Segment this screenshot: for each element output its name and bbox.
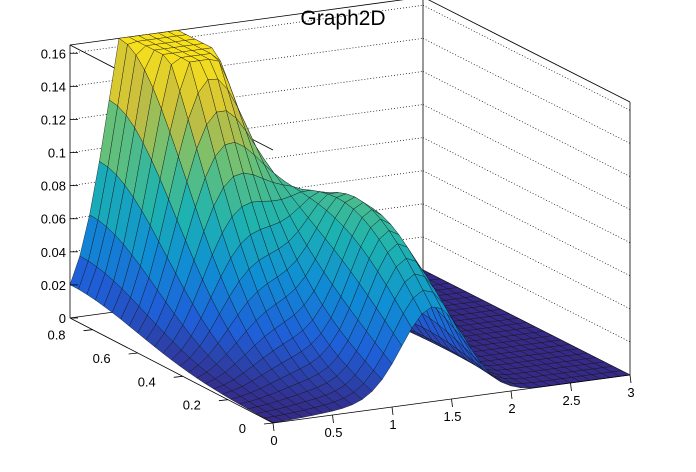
y-tick-label: 0.6 bbox=[93, 351, 111, 366]
z-tick-label: 0.02 bbox=[41, 278, 66, 293]
y-tick-label: 0.8 bbox=[47, 328, 65, 343]
y-tick-label: 0 bbox=[239, 421, 246, 436]
tick-mark bbox=[391, 406, 394, 416]
grid-line-right bbox=[422, 170, 631, 277]
tick-mark bbox=[128, 352, 138, 355]
tick-mark bbox=[173, 375, 183, 378]
y-tick-label: 0.2 bbox=[183, 398, 201, 413]
grid-line-right bbox=[422, 38, 631, 144]
x-tick-label: 0 bbox=[270, 433, 277, 448]
z-tick-label: 0 bbox=[59, 311, 66, 326]
y-axis-line bbox=[69, 317, 274, 424]
x-tick-label: 2.5 bbox=[562, 393, 580, 408]
grid-line-right bbox=[422, 4, 631, 111]
z-tick-label: 0.06 bbox=[41, 212, 66, 227]
surface-mesh bbox=[69, 30, 631, 423]
tick-mark bbox=[629, 374, 632, 384]
x-tick-label: 1.5 bbox=[443, 409, 461, 424]
z-tick-label: 0.16 bbox=[41, 46, 66, 61]
tick-mark bbox=[272, 422, 275, 432]
grid-line-right bbox=[422, 104, 631, 210]
z-tick-label: 0.08 bbox=[41, 179, 66, 194]
grid-line-right bbox=[422, 71, 631, 177]
tick-mark bbox=[83, 329, 93, 332]
z-tick-label: 0.1 bbox=[48, 146, 66, 161]
tick-mark bbox=[510, 390, 513, 400]
chart-title: Graph2D bbox=[300, 7, 385, 30]
tick-mark bbox=[570, 382, 572, 392]
tick-mark bbox=[332, 414, 334, 424]
z-tick-label: 0.12 bbox=[41, 112, 66, 127]
z-tick-label: 0.04 bbox=[41, 245, 66, 260]
x-tick-label: 0.5 bbox=[324, 425, 342, 440]
y-tick-label: 0.4 bbox=[138, 374, 156, 389]
x-tick-label: 3 bbox=[627, 385, 634, 400]
axes: 0 0.5 1 1.5 2 2.5 3 0 0.2 0.4 0.6 0.8 0 0.02 0.04 0.06 0… bbox=[41, 46, 635, 448]
x-tick-label: 1 bbox=[389, 417, 396, 432]
tick-mark bbox=[218, 399, 228, 402]
grid-line-right bbox=[422, 137, 631, 243]
x-tick-label: 2 bbox=[508, 401, 515, 416]
tick-mark bbox=[263, 422, 274, 425]
right-top-edge bbox=[428, 0, 631, 103]
z-tick-label: 0.14 bbox=[41, 79, 66, 94]
tick-mark bbox=[451, 398, 453, 408]
